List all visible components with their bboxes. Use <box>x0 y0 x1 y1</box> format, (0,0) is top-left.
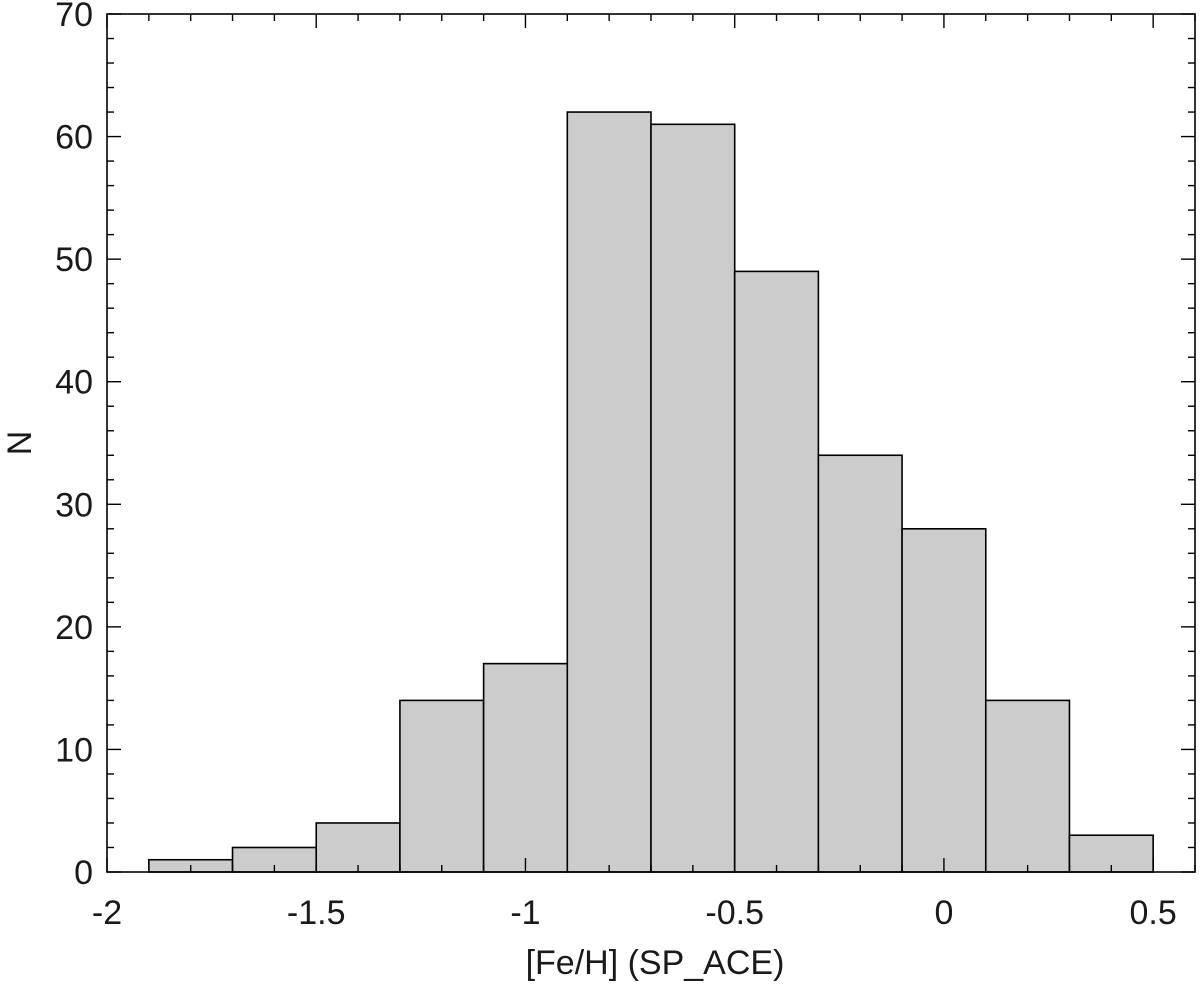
y-tick-label: 30 <box>55 486 93 524</box>
ticks-layer <box>106 13 1196 873</box>
histogram-bar <box>399 699 485 873</box>
x-tick-label: 0.5 <box>1130 894 1177 932</box>
histogram-bar <box>984 699 1071 873</box>
y-tick-label: 10 <box>55 731 93 769</box>
x-tick-label: -0.5 <box>705 894 764 932</box>
x-tick-label: -2 <box>92 894 122 932</box>
y-tick-label: 60 <box>55 119 93 157</box>
y-tick-label: 50 <box>55 241 93 279</box>
histogram-bar <box>650 123 736 873</box>
y-tick-label: 20 <box>55 609 93 647</box>
tick-labels-layer: -2 -1.5 -1 -0.5 0 0.5 0 10 20 30 40 50 60 70 <box>55 0 1177 932</box>
x-tick-label: 0 <box>934 894 953 932</box>
x-tick-label: -1 <box>510 894 540 932</box>
histogram-bar <box>817 454 903 873</box>
histogram-bar <box>566 111 652 873</box>
x-axis-title: [Fe/H] (SP_ACE) <box>526 944 785 982</box>
y-tick-label: 70 <box>55 0 93 34</box>
x-tick-label: -1.5 <box>287 894 346 932</box>
histogram-bar <box>901 527 987 873</box>
histogram-bar <box>482 662 569 873</box>
y-tick-label: 0 <box>74 854 93 892</box>
histogram-bar <box>733 270 820 873</box>
bars-layer <box>148 111 1154 873</box>
y-axis-title: N <box>1 431 39 456</box>
histogram-bar <box>315 822 401 873</box>
y-tick-label: 40 <box>55 364 93 402</box>
